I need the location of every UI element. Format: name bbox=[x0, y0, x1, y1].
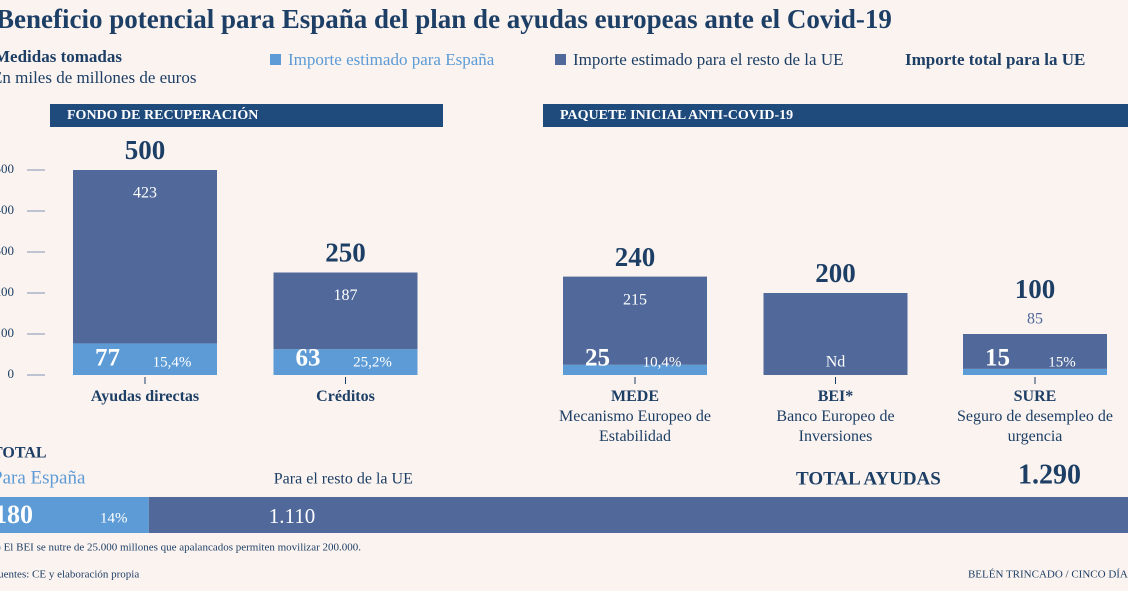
total-label: 200 bbox=[815, 258, 856, 288]
category-description: Mecanismo Europeo de Estabilidad bbox=[559, 408, 711, 445]
total-label: 100 bbox=[1015, 274, 1056, 304]
value-label: 25 bbox=[585, 345, 610, 372]
total-label: 250 bbox=[325, 238, 366, 268]
value-label: 77 bbox=[95, 345, 120, 372]
footnote: (*) El BEI se nutre de 25.000 millones q… bbox=[0, 542, 361, 554]
summary-title: TOTAL bbox=[0, 445, 47, 462]
share-label: 15% bbox=[1048, 354, 1076, 370]
category-label: MEDE bbox=[611, 388, 659, 405]
summary-bar bbox=[148, 497, 1128, 533]
summary-share: 14% bbox=[100, 510, 128, 526]
summary-series-name: Para el resto de la UE bbox=[274, 471, 413, 488]
value-label: 423 bbox=[133, 185, 157, 202]
bar-segment bbox=[273, 349, 418, 375]
units: En miles de millones de euros bbox=[0, 68, 196, 87]
y-tick-label: 300 bbox=[0, 243, 14, 258]
category-label: Ayudas directas bbox=[90, 388, 200, 405]
bar-segment bbox=[963, 368, 1107, 375]
share-label: 25,2% bbox=[353, 354, 392, 370]
bar-segment bbox=[73, 170, 217, 344]
category-label: BEI* bbox=[817, 388, 854, 405]
y-tick-label: 100 bbox=[0, 325, 14, 340]
bar-segment bbox=[563, 364, 707, 375]
value-label: 215 bbox=[623, 291, 647, 308]
total-label: 240 bbox=[615, 242, 656, 272]
category-label: SURE bbox=[1013, 388, 1057, 405]
legend-swatch bbox=[270, 54, 281, 65]
group-header-label: FONDO DE RECUPERACIÓN bbox=[67, 106, 258, 123]
summary-value: 180 bbox=[0, 500, 33, 529]
value-label: 15 bbox=[985, 345, 1010, 372]
summary-value: 1.110 bbox=[269, 504, 315, 528]
group-header bbox=[50, 104, 443, 127]
summary-total: 1.290 bbox=[1018, 459, 1081, 490]
bar-segment bbox=[963, 334, 1107, 369]
y-tick-label: 0 bbox=[8, 366, 15, 381]
credit: BELÉN TRINCADO / CINCO DÍAS bbox=[968, 569, 1128, 581]
y-tick-label: 500 bbox=[0, 161, 14, 176]
bar-segment bbox=[73, 343, 217, 375]
bar-segment bbox=[563, 276, 707, 365]
category-description: Banco Europeo de Inversiones bbox=[776, 408, 895, 445]
summary-bar bbox=[0, 497, 149, 533]
bar-segment bbox=[763, 293, 908, 375]
value-label: 85 bbox=[1027, 311, 1043, 328]
total-legend: Importe total para la UE bbox=[905, 50, 1085, 69]
total-label: 500 bbox=[125, 135, 166, 165]
value-label: 187 bbox=[334, 287, 358, 304]
value-label: Nd bbox=[826, 354, 846, 371]
value-label: 63 bbox=[296, 345, 321, 372]
summary-total-name: TOTAL AYUDAS bbox=[796, 468, 941, 489]
legend-label: Importe estimado para España bbox=[288, 50, 495, 69]
y-tick-label: 400 bbox=[0, 202, 14, 217]
source: Fuentes: CE y elaboración propia bbox=[0, 569, 139, 581]
group-header-label: PAQUETE INICIAL ANTI-COVID-19 bbox=[560, 108, 793, 123]
legend-label: Importe estimado para el resto de la UE bbox=[573, 50, 843, 69]
share-label: 10,4% bbox=[643, 354, 682, 370]
chart-title: Beneficio potencial para España del plan… bbox=[0, 4, 892, 34]
summary-series-name: Para España bbox=[0, 467, 86, 488]
category-label: Créditos bbox=[316, 388, 375, 405]
category-description: Seguro de desempleo de urgencia bbox=[957, 408, 1113, 445]
share-label: 15,4% bbox=[153, 354, 192, 370]
bar-segment bbox=[273, 272, 418, 350]
group-header bbox=[543, 104, 1128, 127]
legend-swatch bbox=[555, 54, 566, 65]
subtitle: Medidas tomadas bbox=[0, 47, 122, 66]
y-tick-label: 200 bbox=[0, 284, 14, 299]
